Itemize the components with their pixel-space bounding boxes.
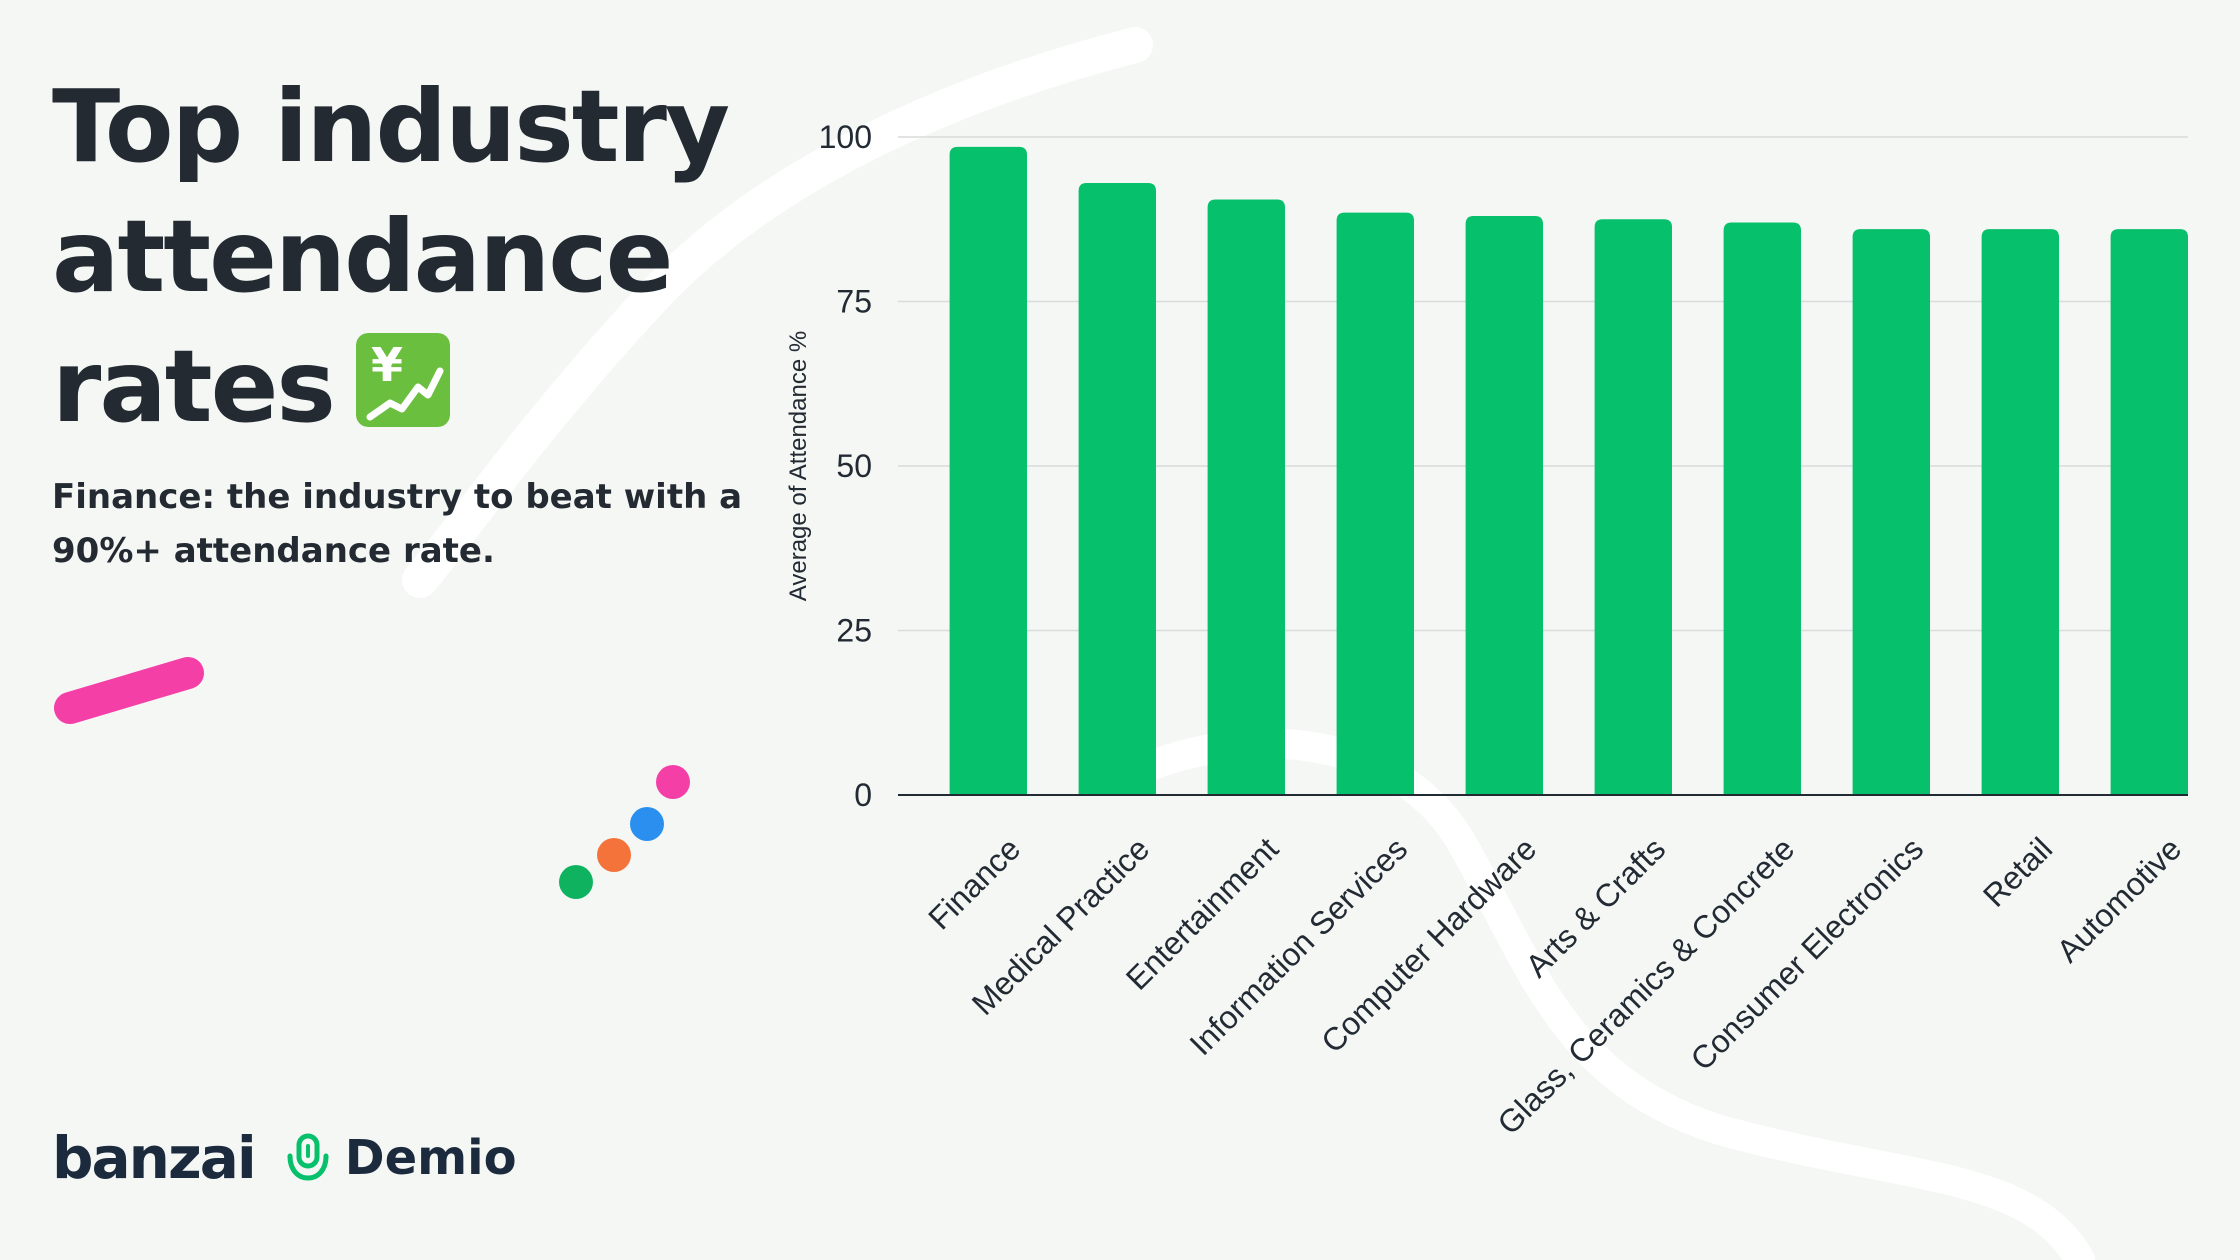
white-swoosh-bottom	[1125, 728, 2095, 1260]
title-line-3-text: rates	[52, 328, 336, 445]
bar	[1981, 229, 2059, 795]
title-line-1: Top industry	[52, 68, 730, 185]
bars	[949, 146, 2188, 796]
blue-dot	[630, 807, 664, 841]
x-category-label: Retail	[1976, 830, 2059, 913]
bar	[1465, 215, 1543, 795]
yen-chart-icon: ¥	[355, 333, 450, 427]
microphone-icon	[287, 1133, 329, 1181]
bar	[1336, 212, 1414, 796]
svg-text:¥: ¥	[371, 338, 403, 392]
x-category-label: Information Services	[1183, 830, 1415, 1062]
y-tick-label: 75	[836, 284, 872, 320]
bar	[1078, 183, 1156, 795]
subtitle: Finance: the industry to beat with a 90%…	[52, 477, 743, 571]
x-category-label: Finance	[921, 830, 1027, 936]
demio-label: Demio	[344, 1130, 517, 1186]
demio-logo: Demio	[285, 1130, 517, 1186]
y-tick-label: 25	[836, 613, 872, 649]
y-tick-label: 100	[819, 119, 872, 155]
bar	[949, 146, 1027, 795]
title-line-2: attendance	[52, 198, 673, 315]
white-swoosh-top	[402, 27, 1153, 598]
brand-footer: banzai Demio	[52, 1118, 517, 1198]
pink-brush-stroke	[54, 657, 204, 724]
bar	[1207, 199, 1285, 795]
x-category-label: Computer Hardware	[1314, 830, 1543, 1059]
bar	[1723, 222, 1801, 796]
banzai-logo: banzai	[52, 1124, 257, 1192]
x-category-label: Automotive	[2050, 830, 2189, 969]
page-title: Top industry attendance rates ¥	[52, 62, 752, 452]
y-tick-label: 50	[836, 448, 872, 484]
pink-dot	[656, 765, 690, 799]
bar	[1852, 229, 1930, 795]
orange-dot	[597, 838, 631, 872]
bar	[1594, 219, 1672, 795]
green-dot	[559, 865, 593, 899]
title-line-3: rates ¥	[52, 322, 752, 452]
y-tick-label: 0	[854, 777, 872, 813]
x-category-label: Consumer Electronics	[1683, 830, 1930, 1077]
bar	[2110, 229, 2188, 795]
y-axis-title: Average of Attendance %	[785, 331, 812, 601]
